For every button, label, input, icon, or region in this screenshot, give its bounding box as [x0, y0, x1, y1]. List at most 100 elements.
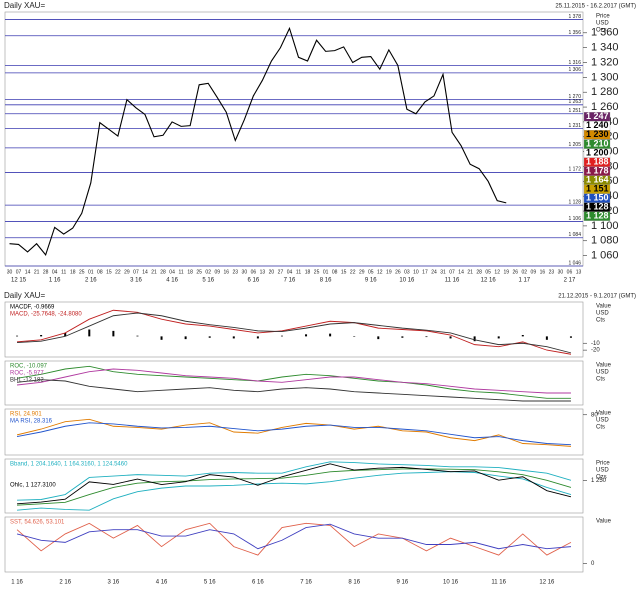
price-tag-label: 1 247: [586, 111, 609, 121]
x-tick-label: 4 16: [156, 580, 168, 586]
x-tick-label: 12 16: [539, 580, 555, 586]
month-label: 6 16: [248, 278, 260, 284]
histogram-bar: [16, 335, 19, 337]
series-line: [17, 471, 572, 511]
histogram-bar: [184, 336, 187, 340]
axis-label: Cts: [596, 425, 605, 431]
series-line: [17, 309, 572, 355]
level-label: 1 251: [568, 108, 581, 114]
series-line: [16, 422, 571, 446]
month-label: 1 16: [49, 278, 61, 284]
x-tick-label: 18: [305, 269, 311, 275]
x-tick-label: 12: [494, 269, 500, 275]
series-line: [16, 368, 571, 394]
price-tag-label: 1 151: [586, 184, 609, 194]
histogram-bar: [521, 335, 524, 337]
x-tick-label: 07: [133, 269, 139, 275]
x-tick-label: 20: [269, 269, 275, 275]
x-tick-label: 08: [97, 269, 103, 275]
legend-entry: ROC, -5.977: [10, 371, 44, 377]
axis-label: Price: [596, 14, 610, 20]
legend-entry: Bband, 1 204.1640, 1 164.3160, 1 124.546…: [10, 462, 128, 468]
x-tick-label: 15: [341, 269, 347, 275]
x-tick-label: 08: [332, 269, 338, 275]
x-tick-label: 11: [61, 269, 66, 275]
x-tick-label: 24: [431, 269, 437, 275]
y-tick-label: 1 360: [591, 27, 619, 39]
panel-frame: [4, 516, 584, 573]
x-tick-label: 05: [368, 269, 374, 275]
x-tick-label: 06: [251, 269, 257, 275]
x-tick-label: 29: [359, 269, 365, 275]
x-tick-label: 18: [187, 269, 193, 275]
x-tick-label: 28: [43, 269, 49, 275]
x-tick-label: 22: [115, 269, 121, 275]
panel-frame: [4, 11, 584, 267]
x-tick-label: 05: [485, 269, 491, 275]
price-tag-label: 1 188: [586, 157, 609, 167]
histogram-bar: [569, 336, 572, 338]
y-tick-label: 80: [591, 412, 598, 418]
histogram-bar: [208, 336, 211, 338]
price-tag: [583, 130, 611, 140]
axis-label: USD: [596, 21, 609, 27]
price-tag-label: 1 200: [586, 148, 609, 158]
histogram-bar: [545, 336, 548, 340]
x-tick-label: 04: [169, 269, 175, 275]
level-label: 1 356: [568, 30, 581, 36]
axis-label: Value: [596, 363, 612, 369]
x-tick-label: 21: [467, 269, 473, 275]
axis-label: USD: [596, 468, 609, 474]
series-line: [17, 461, 572, 501]
panel-frame: [4, 408, 584, 456]
x-tick-label: 30: [558, 269, 564, 275]
x-tick-label: 21: [151, 269, 157, 275]
x-tick-label: 26: [512, 269, 518, 275]
axis-label: Value: [596, 304, 612, 310]
level-label: 1 270: [568, 94, 581, 100]
y-tick-label: 1 250: [591, 478, 607, 484]
level-label: 1 046: [568, 260, 581, 266]
x-tick-label: 11 16: [491, 580, 506, 586]
x-tick-label: 9 16: [397, 580, 409, 586]
x-tick-label: 18: [70, 269, 76, 275]
x-tick-label: 07: [449, 269, 455, 275]
x-tick-label: 01: [88, 269, 94, 275]
x-tick-label: 1 16: [11, 580, 23, 586]
x-tick-label: 16: [223, 269, 229, 275]
x-tick-label: 22: [350, 269, 356, 275]
y-tick-label: -20: [591, 348, 600, 354]
axis-label: Ozs: [596, 28, 607, 34]
level-label: 1 084: [568, 232, 581, 238]
price-tag-label: 1 240: [586, 120, 609, 130]
level-label: 1 378: [568, 14, 581, 20]
x-tick-label: 30: [7, 269, 13, 275]
panel-title: Daily XAU=: [4, 291, 45, 300]
histogram-bar: [232, 336, 235, 339]
x-tick-label: 07: [16, 269, 22, 275]
axis-label: Cts: [596, 318, 605, 324]
x-tick-label: 3 16: [108, 580, 120, 586]
x-tick-label: 26: [395, 269, 401, 275]
y-tick-label: 1 340: [591, 42, 619, 54]
level-label: 1 205: [568, 142, 581, 148]
legend-entry: MACD, -25.7648, -24.8080: [10, 312, 82, 318]
x-tick-label: 06: [567, 269, 573, 275]
price-tag-label: 1 128: [586, 202, 609, 212]
x-tick-label: 28: [160, 269, 166, 275]
histogram-bar: [160, 336, 163, 340]
x-tick-label: 8 16: [348, 580, 360, 586]
x-tick-label: 09: [531, 269, 537, 275]
level-label: 1 106: [568, 216, 581, 222]
x-tick-label: 14: [458, 269, 464, 275]
x-tick-label: 19: [386, 269, 392, 275]
x-tick-label: 03: [404, 269, 410, 275]
series-line: [9, 26, 507, 256]
legend-entry: BHI, -12.182: [10, 378, 44, 384]
histogram-bar: [280, 335, 283, 337]
x-tick-label: 2 16: [59, 580, 71, 586]
panel-subtitle: 21.12.2015 - 9.1.2017 (GMT): [558, 294, 636, 300]
x-tick-label: 6 16: [252, 580, 264, 586]
histogram-bar: [329, 333, 332, 337]
